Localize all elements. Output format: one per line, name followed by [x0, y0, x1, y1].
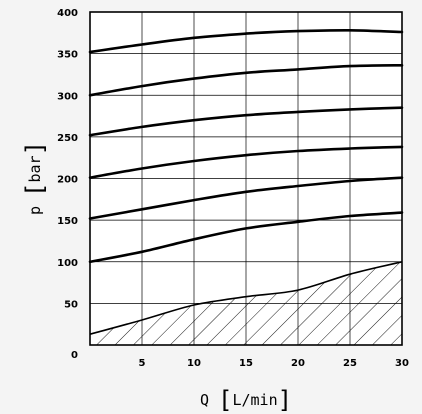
series-line [88, 145, 404, 179]
x-tick-label: 15 [239, 358, 253, 369]
x-tick-label: 25 [343, 358, 357, 369]
y-axis-title: p [bar] [21, 141, 49, 215]
series-line [88, 28, 404, 54]
x-axis-variable: Q [200, 391, 209, 409]
series-line [88, 64, 404, 97]
y-tick-label: 100 [57, 258, 78, 269]
y-tick-label: 300 [57, 91, 78, 102]
series-line [88, 106, 404, 137]
x-tick-label: 10 [187, 358, 201, 369]
series-line [88, 211, 404, 264]
y-tick-label: 400 [57, 8, 78, 19]
hatched-region-boundary [89, 261, 403, 335]
x-axis-unit: L/min [232, 391, 277, 409]
x-tick-label: 5 [139, 358, 146, 369]
series-group [88, 28, 404, 264]
series-line [88, 176, 404, 220]
x-axis-title: Q [L/min] [200, 386, 292, 414]
y-tick-label: 250 [57, 133, 78, 144]
y-axis-variable: p [26, 206, 44, 215]
tick-labels: 5 10 15 20 25 30 50 100 150 200 250 300 350 400 0 [57, 8, 409, 369]
y-tick-label: 200 [57, 175, 78, 186]
x-tick-label: 20 [291, 358, 305, 369]
origin-label: 0 [71, 350, 78, 361]
plot-frame [89, 11, 403, 346]
y-tick-label: 50 [64, 299, 78, 310]
y-axis-unit: bar [26, 155, 44, 182]
x-tick-label: 30 [395, 358, 409, 369]
y-tick-label: 350 [57, 50, 78, 61]
y-tick-label: 150 [57, 216, 78, 227]
